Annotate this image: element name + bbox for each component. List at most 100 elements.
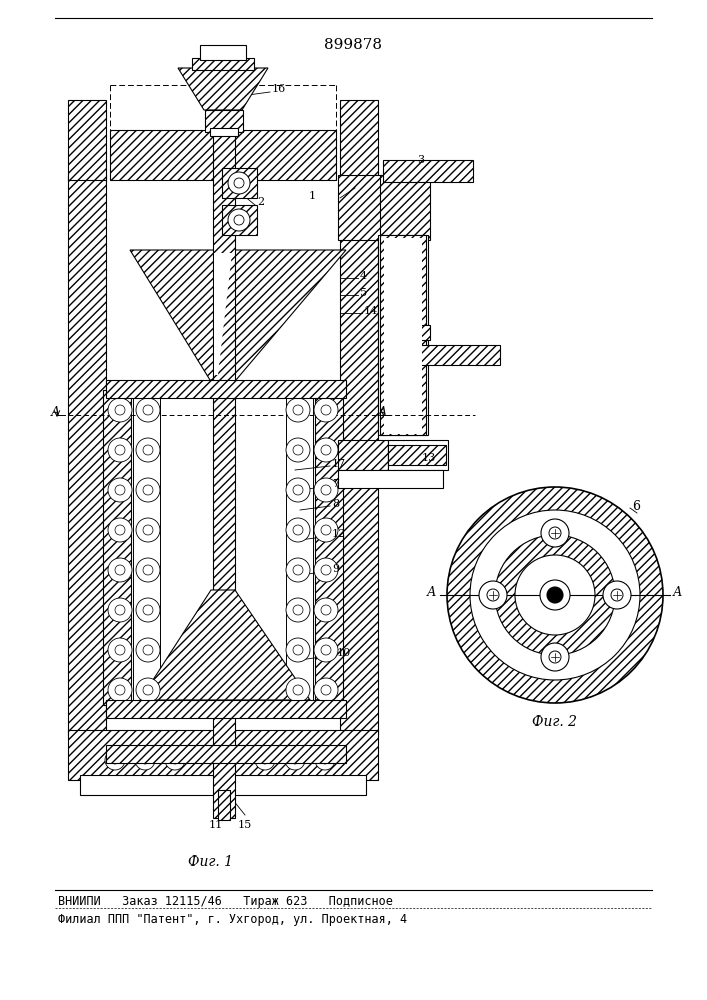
Bar	[222, 205, 257, 235]
Text: 7: 7	[332, 479, 339, 489]
Bar	[338, 440, 388, 470]
Circle shape	[143, 565, 153, 575]
Polygon shape	[385, 345, 500, 365]
Bar	[340, 100, 378, 180]
Bar	[222, 168, 257, 198]
Circle shape	[143, 645, 153, 655]
Circle shape	[447, 487, 663, 703]
Circle shape	[136, 598, 160, 622]
Text: 15: 15	[238, 820, 252, 830]
Circle shape	[541, 643, 569, 671]
Circle shape	[108, 678, 132, 702]
Circle shape	[135, 750, 155, 770]
Circle shape	[228, 172, 250, 194]
Circle shape	[321, 756, 329, 764]
Circle shape	[143, 605, 153, 615]
Bar	[338, 175, 383, 240]
Circle shape	[108, 478, 132, 502]
Circle shape	[314, 398, 338, 422]
Circle shape	[286, 518, 310, 542]
Circle shape	[234, 215, 244, 225]
Circle shape	[321, 645, 331, 655]
Bar	[338, 470, 443, 488]
Polygon shape	[386, 325, 430, 340]
Circle shape	[136, 478, 160, 502]
Circle shape	[293, 405, 303, 415]
Circle shape	[603, 581, 631, 609]
Circle shape	[136, 398, 160, 422]
Circle shape	[495, 535, 615, 655]
Circle shape	[115, 605, 125, 615]
Circle shape	[143, 405, 153, 415]
Circle shape	[549, 527, 561, 539]
Circle shape	[286, 678, 310, 702]
Circle shape	[234, 178, 244, 188]
Bar	[110, 130, 336, 180]
Circle shape	[108, 398, 132, 422]
Circle shape	[143, 525, 153, 535]
Text: 3: 3	[417, 155, 424, 165]
Circle shape	[549, 651, 561, 663]
Text: 4: 4	[360, 271, 367, 281]
Circle shape	[479, 581, 507, 609]
Circle shape	[315, 750, 335, 770]
Text: А: А	[673, 586, 682, 599]
Circle shape	[108, 558, 132, 582]
Circle shape	[115, 405, 125, 415]
Circle shape	[541, 519, 569, 547]
Circle shape	[293, 485, 303, 495]
Circle shape	[261, 756, 269, 764]
Circle shape	[293, 525, 303, 535]
Circle shape	[321, 605, 331, 615]
Circle shape	[314, 518, 338, 542]
Circle shape	[108, 598, 132, 622]
Text: 12: 12	[332, 529, 346, 539]
Bar	[384, 238, 422, 434]
Circle shape	[255, 750, 275, 770]
Bar	[213, 68, 235, 818]
Circle shape	[293, 565, 303, 575]
Circle shape	[228, 209, 250, 231]
Circle shape	[321, 405, 331, 415]
Circle shape	[547, 587, 563, 603]
Circle shape	[286, 478, 310, 502]
Circle shape	[286, 398, 310, 422]
Circle shape	[314, 598, 338, 622]
Circle shape	[108, 438, 132, 462]
Circle shape	[314, 638, 338, 662]
Circle shape	[115, 445, 125, 455]
Bar	[315, 390, 343, 705]
Text: 8: 8	[332, 499, 339, 509]
Circle shape	[286, 598, 310, 622]
Circle shape	[321, 685, 331, 695]
Text: Фиг. 1: Фиг. 1	[187, 855, 233, 869]
Bar	[68, 730, 378, 780]
Text: Филиал ППП "Патент", г. Ухгород, ул. Проектная, 4: Филиал ППП "Патент", г. Ухгород, ул. Про…	[58, 913, 407, 926]
Circle shape	[286, 438, 310, 462]
Circle shape	[314, 678, 338, 702]
Circle shape	[321, 525, 331, 535]
Text: 1: 1	[309, 191, 316, 201]
Bar	[103, 390, 131, 705]
Text: Фиг. 2: Фиг. 2	[532, 715, 578, 729]
Circle shape	[293, 605, 303, 615]
Circle shape	[470, 510, 640, 680]
Polygon shape	[140, 590, 310, 700]
Circle shape	[105, 750, 125, 770]
Circle shape	[115, 645, 125, 655]
Circle shape	[515, 555, 595, 635]
Circle shape	[108, 518, 132, 542]
Bar	[378, 235, 428, 435]
Bar	[192, 58, 254, 70]
Circle shape	[111, 756, 119, 764]
Circle shape	[314, 558, 338, 582]
Text: 5: 5	[360, 288, 367, 298]
Circle shape	[143, 445, 153, 455]
Text: 9: 9	[332, 564, 339, 574]
Text: 17: 17	[332, 459, 346, 469]
Bar	[80, 775, 366, 795]
Text: 2: 2	[257, 197, 264, 207]
Polygon shape	[214, 253, 232, 375]
Polygon shape	[178, 68, 268, 110]
Bar	[383, 160, 473, 182]
